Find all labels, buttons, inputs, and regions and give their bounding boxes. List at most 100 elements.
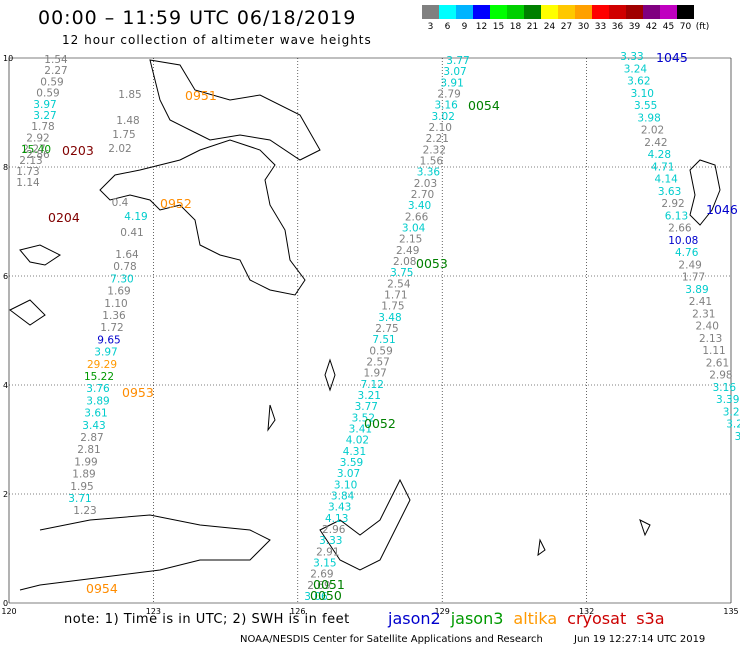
swh-value: 2.42 — [644, 137, 667, 149]
swh-value: 3.07 — [443, 66, 466, 78]
y-tick-label: 10 — [3, 54, 13, 63]
swh-value: 4.31 — [343, 446, 366, 458]
swh-value: 3.33 — [620, 51, 643, 63]
coastline-sulawesi — [319, 478, 411, 571]
swh-value: 1.14 — [16, 177, 40, 189]
axis-labels: 120 123 126 129 132 135 0 2 4 6 8 10 — [1, 54, 738, 616]
legend-label: 9 — [461, 22, 468, 32]
swh-value: 1.64 — [115, 249, 139, 261]
swh-value: 2.32 — [423, 144, 446, 156]
swh-value: 1.99 — [74, 456, 97, 468]
swh-value: 2.87 — [80, 432, 103, 444]
legend-swatch — [558, 5, 575, 19]
x-tick-label: 123 — [146, 607, 161, 616]
swh-value: 7.30 — [110, 273, 133, 285]
coastline-mindanao — [99, 139, 306, 296]
swh-value: 3.75 — [390, 267, 413, 279]
swh-value: 2.96 — [322, 524, 346, 536]
legend-label: 18 — [509, 22, 522, 32]
swh-value: 2.13 — [19, 155, 42, 167]
legend-label: (ft) — [695, 22, 710, 32]
x-tick-label: 120 — [1, 607, 16, 616]
swh-value: 1.78 — [31, 121, 54, 133]
swh-value: 4.02 — [346, 435, 369, 447]
lat-lon-grid — [8, 57, 732, 604]
legend-label: 70 — [679, 22, 692, 32]
pass-label: 0053 — [416, 256, 448, 271]
swh-value: 3.43 — [328, 502, 351, 514]
x-tick-label: 129 — [435, 607, 450, 616]
y-tick-label: 8 — [3, 163, 8, 172]
swh-value: 2.92 — [661, 198, 684, 210]
swh-value: 2.21 — [426, 133, 449, 145]
swh-value: 3.89 — [86, 395, 109, 407]
swh-value: 3.04 — [402, 223, 426, 235]
swh-value: 1.48 — [116, 115, 139, 127]
swh-value: 1.95 — [70, 481, 93, 493]
legend-swatch — [643, 5, 660, 19]
satellite-legend-item: jason2 — [388, 609, 441, 628]
credit-line: NOAA/NESDIS Center for Satellite Applica… — [240, 634, 705, 645]
swh-value: 0.59 — [369, 345, 392, 357]
swh-value: 2.81 — [77, 444, 100, 456]
pass-label: 0954 — [86, 581, 118, 596]
pass-label: 0052 — [364, 416, 396, 431]
swh-value: 6.13 — [665, 210, 688, 222]
pass-label: 0051 — [313, 577, 345, 592]
x-tick-label: 132 — [579, 607, 594, 616]
legend-label: 24 — [543, 22, 556, 32]
swh-value: 1.73 — [16, 166, 39, 178]
swh-value: 3.02 — [432, 111, 455, 123]
swh-value: 1.23 — [73, 505, 96, 517]
swh-value: 0.41 — [120, 227, 143, 239]
swh-value: 2.98 — [709, 370, 732, 382]
legend-swatches — [422, 5, 711, 19]
swh-value: 7.51 — [372, 334, 395, 346]
swh-value: 3.77 — [355, 401, 378, 413]
y-tick-label: 4 — [3, 381, 8, 390]
swh-value: 3.16 — [713, 382, 737, 394]
swh-value: 2.66 — [668, 223, 692, 235]
legend-swatch — [677, 5, 694, 19]
legend-swatch — [609, 5, 626, 19]
legend-label: 39 — [628, 22, 641, 32]
legend-label: 42 — [645, 22, 658, 32]
legend-swatch — [490, 5, 507, 19]
satellite-legend-item: s3a — [636, 609, 665, 628]
swh-value: 3.24 — [624, 63, 648, 75]
pass-label: 0953 — [122, 385, 154, 400]
swh-value: 1.72 — [100, 322, 123, 334]
swh-value: 3.16 — [434, 100, 458, 112]
swh-value: 2.27 — [22, 144, 45, 156]
swh-value: 3.52 — [352, 412, 375, 424]
swh-value: 3.97 — [94, 347, 117, 359]
swh-value: 2.61 — [706, 357, 729, 369]
x-tick-label: 126 — [290, 607, 305, 616]
legend-swatch — [524, 5, 541, 19]
swh-value: 2.41 — [689, 296, 712, 308]
x-tick-label: 135 — [723, 607, 738, 616]
pass-label: 0951 — [185, 88, 217, 103]
satellite-legend-item: cryosat — [567, 609, 627, 628]
swh-value: 0.4 — [112, 197, 129, 209]
swh-value: 3.40 — [408, 200, 431, 212]
swh-value: 1.89 — [72, 469, 95, 481]
legend-swatch — [541, 5, 558, 19]
track-values: 1.542.270.590.593.973.271.782.922.272.13… — [16, 51, 740, 603]
timestamp: Jun 19 12:27:14 UTC 2019 — [574, 634, 706, 645]
pass-labels: 0951 0954 0054 1045 0203 0204 0952 0953 0053 0052… — [48, 50, 738, 603]
swh-value: 2.03 — [414, 178, 437, 190]
y-tick-label: 6 — [3, 272, 8, 281]
swh-value: 4.14 — [654, 174, 678, 186]
swh-value: 2.49 — [396, 245, 419, 257]
swh-value: 3.39 — [716, 394, 739, 406]
swh-value: 1.54 — [44, 54, 68, 66]
swh-value: 2.02 — [108, 143, 131, 155]
swh-value: 1.75 — [381, 301, 404, 313]
pass-label: 0204 — [48, 210, 80, 225]
swh-value: 4.13 — [325, 513, 348, 525]
swh-value: 1.10 — [104, 298, 127, 310]
legend-swatch — [660, 5, 677, 19]
swh-value: 3.10 — [631, 88, 654, 100]
